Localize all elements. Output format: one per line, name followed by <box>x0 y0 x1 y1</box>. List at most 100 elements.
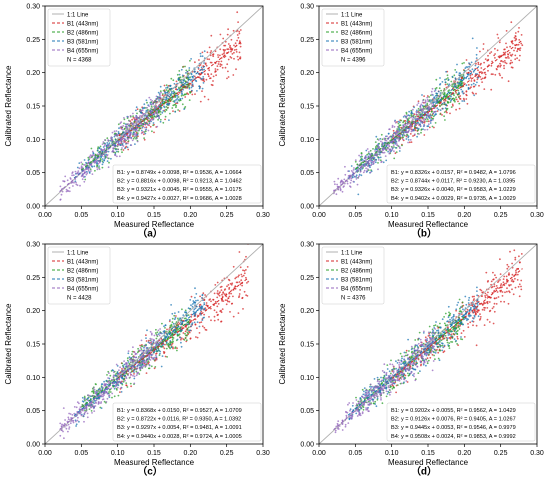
scatter-point-4 <box>86 412 89 415</box>
scatter-point-4 <box>419 106 422 109</box>
scatter-point-3 <box>190 86 193 89</box>
scatter-point-4 <box>429 114 431 117</box>
scatter-point-3 <box>203 302 206 304</box>
scatter-point-4 <box>104 384 106 387</box>
scatter-point-4 <box>108 144 111 146</box>
scatter-point-1 <box>239 56 242 58</box>
scatter-point-1 <box>224 55 227 58</box>
scatter-point-4 <box>126 366 129 368</box>
scatter-point-1 <box>202 292 205 295</box>
scatter-point-4 <box>386 135 388 138</box>
scatter-point-4 <box>372 162 375 165</box>
scatter-point-2 <box>408 117 410 119</box>
legend-label-1: 1:1 Line <box>67 251 89 257</box>
scatter-point-1 <box>239 29 242 31</box>
scatter-point-1 <box>221 300 224 302</box>
scatter-point-4 <box>140 122 143 125</box>
scatter-point-2 <box>441 344 444 347</box>
scatter-point-3 <box>101 383 104 385</box>
scatter-point-3 <box>203 68 206 71</box>
scatter-point-3 <box>477 76 480 79</box>
scatter-point-4 <box>159 108 162 111</box>
scatter-point-2 <box>376 398 379 401</box>
scatter-point-3 <box>435 92 438 95</box>
scatter-point-1 <box>136 108 139 111</box>
scatter-point-3 <box>472 317 475 320</box>
y-tick-label: 0.25 <box>26 275 40 282</box>
scatter-point-2 <box>176 73 179 76</box>
scatter-point-1 <box>214 50 217 53</box>
scatter-point-4 <box>358 175 360 178</box>
scatter-point-1 <box>166 328 168 331</box>
scatter-point-3 <box>169 87 171 90</box>
scatter-point-1 <box>507 302 510 305</box>
one-to-one-line <box>319 6 537 206</box>
scatter-point-3 <box>191 81 194 84</box>
scatter-point-3 <box>421 94 423 96</box>
scatter-point-1 <box>518 283 521 286</box>
scatter-point-4 <box>150 118 153 121</box>
scatter-point-3 <box>445 70 447 73</box>
scatter-point-1 <box>423 134 426 136</box>
scatter-point-2 <box>169 326 172 328</box>
scatter-point-4 <box>128 123 131 126</box>
scatter-point-3 <box>115 148 117 151</box>
scatter-point-4 <box>388 145 390 147</box>
scatter-point-1 <box>519 54 521 57</box>
scatter-point-2 <box>123 122 125 125</box>
scatter-point-4 <box>73 412 76 415</box>
scatter-point-1 <box>145 372 148 374</box>
scatter-point-3 <box>143 346 145 349</box>
scatter-point-1 <box>456 337 459 340</box>
scatter-point-1 <box>233 49 236 51</box>
scatter-point-1 <box>493 285 496 288</box>
scatter-point-4 <box>389 151 391 153</box>
x-tick-label: 0.10 <box>385 212 399 219</box>
scatter-point-1 <box>220 320 223 323</box>
scatter-point-3 <box>370 170 373 173</box>
scatter-point-2 <box>431 328 434 331</box>
scatter-point-1 <box>408 141 411 144</box>
scatter-point-4 <box>127 364 130 367</box>
scatter-point-1 <box>208 316 210 318</box>
scatter-point-4 <box>347 175 350 177</box>
scatter-point-1 <box>196 327 198 330</box>
scatter-point-4 <box>114 134 116 137</box>
scatter-point-3 <box>113 135 116 138</box>
scatter-point-3 <box>190 325 193 328</box>
scatter-point-1 <box>180 337 183 339</box>
scatter-point-1 <box>139 344 142 347</box>
legend-label-4: B3 (581nm) <box>67 40 98 46</box>
scatter-point-4 <box>129 114 132 117</box>
x-tick-label: 0.30 <box>530 212 544 219</box>
plot-area <box>45 6 263 206</box>
scatter-point-3 <box>416 121 419 124</box>
scatter-point-4 <box>120 380 122 383</box>
scatter-point-4 <box>126 123 128 126</box>
scatter-point-1 <box>482 48 485 50</box>
scatter-point-2 <box>443 115 445 118</box>
scatter-point-4 <box>366 170 368 172</box>
scatter-point-4 <box>409 139 412 141</box>
scatter-point-2 <box>167 342 170 345</box>
scatter-point-1 <box>227 28 230 31</box>
scatter-point-1 <box>239 283 242 286</box>
scatter-point-2 <box>459 310 462 312</box>
scatter-point-1 <box>205 329 208 331</box>
scatter-point-4 <box>132 374 134 377</box>
scatter-point-2 <box>428 99 431 101</box>
scatter-point-1 <box>194 61 196 64</box>
scatter-point-3 <box>159 107 162 109</box>
scatter-point-3 <box>126 146 129 149</box>
scatter-point-1 <box>484 73 487 76</box>
scatter-point-4 <box>433 111 436 113</box>
scatter-point-4 <box>87 394 89 396</box>
scatter-point-2 <box>177 334 180 337</box>
scatter-point-2 <box>155 328 157 331</box>
scatter-point-2 <box>150 365 153 368</box>
scatter-point-2 <box>454 100 456 103</box>
scatter-point-3 <box>382 161 385 164</box>
scatter-point-4 <box>393 150 395 153</box>
scatter-point-2 <box>178 86 180 89</box>
scatter-point-2 <box>174 347 177 350</box>
